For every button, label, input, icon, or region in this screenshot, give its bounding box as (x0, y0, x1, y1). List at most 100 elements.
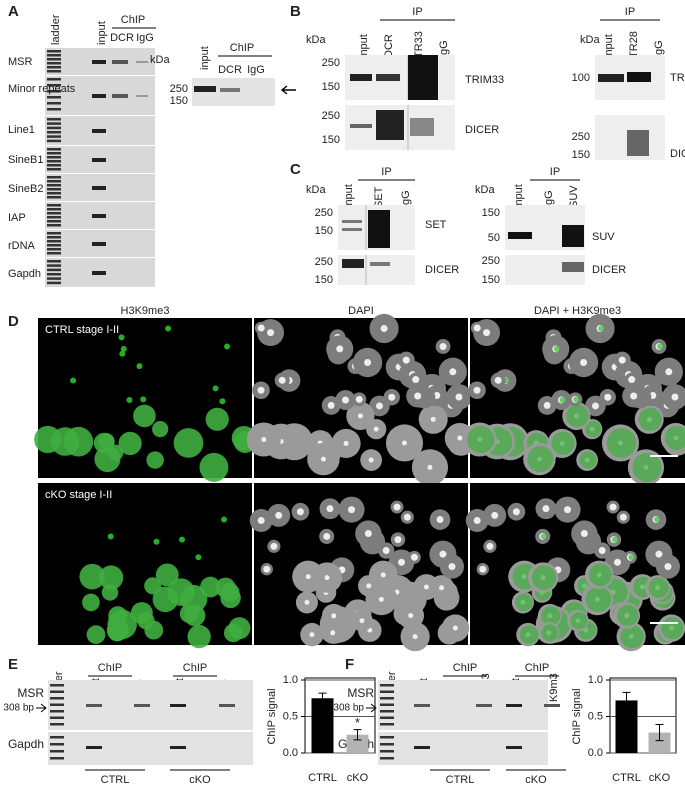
chromocenter (473, 386, 481, 394)
lane-label: IgG (543, 190, 555, 208)
ladder-band (380, 697, 394, 700)
signal (585, 421, 602, 438)
ladder-band (47, 260, 61, 263)
lane-label: IgG (438, 40, 450, 58)
band (92, 158, 106, 162)
kda-label: kDa (306, 34, 326, 46)
gel (48, 732, 253, 765)
signal (94, 446, 121, 473)
signal (133, 404, 156, 428)
chromocenter (512, 508, 520, 516)
signal (553, 345, 560, 352)
bar (648, 732, 671, 753)
ladder-band (47, 156, 61, 159)
chromocenter (479, 565, 487, 573)
panel-label: E (8, 656, 18, 673)
ladder-band (50, 690, 64, 693)
band (544, 704, 560, 707)
signal (70, 377, 77, 384)
chromocenter (304, 599, 310, 605)
lane-label: IgG (653, 40, 665, 58)
chromocenter (398, 558, 406, 566)
band (476, 704, 492, 707)
band (508, 232, 532, 239)
ladder-band (47, 264, 61, 267)
signal (632, 452, 662, 482)
chromocenter (483, 329, 491, 337)
chromocenter (543, 401, 551, 409)
row-label: SineB1 (8, 154, 43, 166)
ip-label: IP (381, 166, 391, 178)
chromocenter (410, 553, 418, 561)
band (134, 704, 150, 707)
signal (519, 625, 539, 644)
signal (119, 350, 126, 357)
chromocenter (439, 342, 447, 350)
x-tick-label: cKO (649, 772, 671, 784)
lane-label: K9m3 (548, 673, 560, 702)
chromocenter (366, 583, 372, 589)
signal (620, 624, 644, 649)
column-title: DAPI + H3K9me3 (534, 305, 621, 317)
band (92, 94, 106, 98)
x-tick-label: cKO (347, 772, 369, 784)
chromocenter (323, 532, 331, 540)
protein-label: DICER (425, 264, 459, 276)
signal (205, 407, 229, 431)
ladder-band (47, 176, 61, 179)
marker-label: 150 (315, 225, 333, 237)
chromocenter (427, 464, 433, 470)
signal (118, 431, 142, 456)
ladder-band (47, 62, 61, 65)
ladder-band (50, 716, 64, 719)
ladder-band (47, 204, 61, 207)
chromocenter (324, 575, 330, 581)
protein-label: TRIM33 (465, 74, 504, 86)
ladder-band (47, 268, 61, 272)
panel-label: D (8, 313, 19, 330)
chromocenter (491, 511, 499, 519)
signal (515, 593, 533, 612)
ladder-band (50, 743, 64, 746)
group-label: CTRL (446, 774, 475, 786)
signal (467, 425, 495, 454)
row-label: Gapdh (8, 268, 41, 280)
kda-label: kDa (150, 54, 170, 66)
signal (86, 625, 106, 644)
arrow (280, 85, 296, 95)
signal (215, 577, 236, 598)
ladder-band (47, 220, 61, 223)
band (410, 118, 434, 136)
group-label: cKO (525, 774, 547, 786)
ladder-band (50, 723, 64, 726)
panel-label: A (8, 3, 19, 20)
chromocenter (448, 563, 456, 571)
chromocenter (628, 376, 636, 384)
size-label: 308 bp (3, 703, 34, 714)
marker-label: 250 (315, 207, 333, 219)
chromocenter (671, 393, 679, 401)
kda-label: kDa (580, 34, 600, 46)
ladder-band (50, 757, 64, 760)
marker-label: 250 (322, 57, 340, 69)
error-bar (622, 691, 631, 709)
band (376, 110, 404, 140)
signal (155, 563, 179, 587)
ladder-band (47, 244, 61, 247)
chromocenter (664, 563, 672, 571)
row-label: rDNA (8, 240, 36, 252)
chip-label: ChIP (183, 662, 207, 674)
signal (137, 612, 155, 630)
lane-label: TR28 (628, 31, 640, 58)
lane-label: IgG (247, 64, 265, 76)
gel (378, 732, 548, 765)
band (562, 262, 584, 272)
band (112, 60, 128, 64)
signal (195, 554, 202, 561)
column-title: H3K9me3 (121, 305, 170, 317)
gel (48, 680, 253, 730)
bar (311, 698, 334, 753)
signal (657, 343, 664, 350)
lane-label: SET (373, 186, 385, 208)
chromocenter (341, 396, 349, 404)
